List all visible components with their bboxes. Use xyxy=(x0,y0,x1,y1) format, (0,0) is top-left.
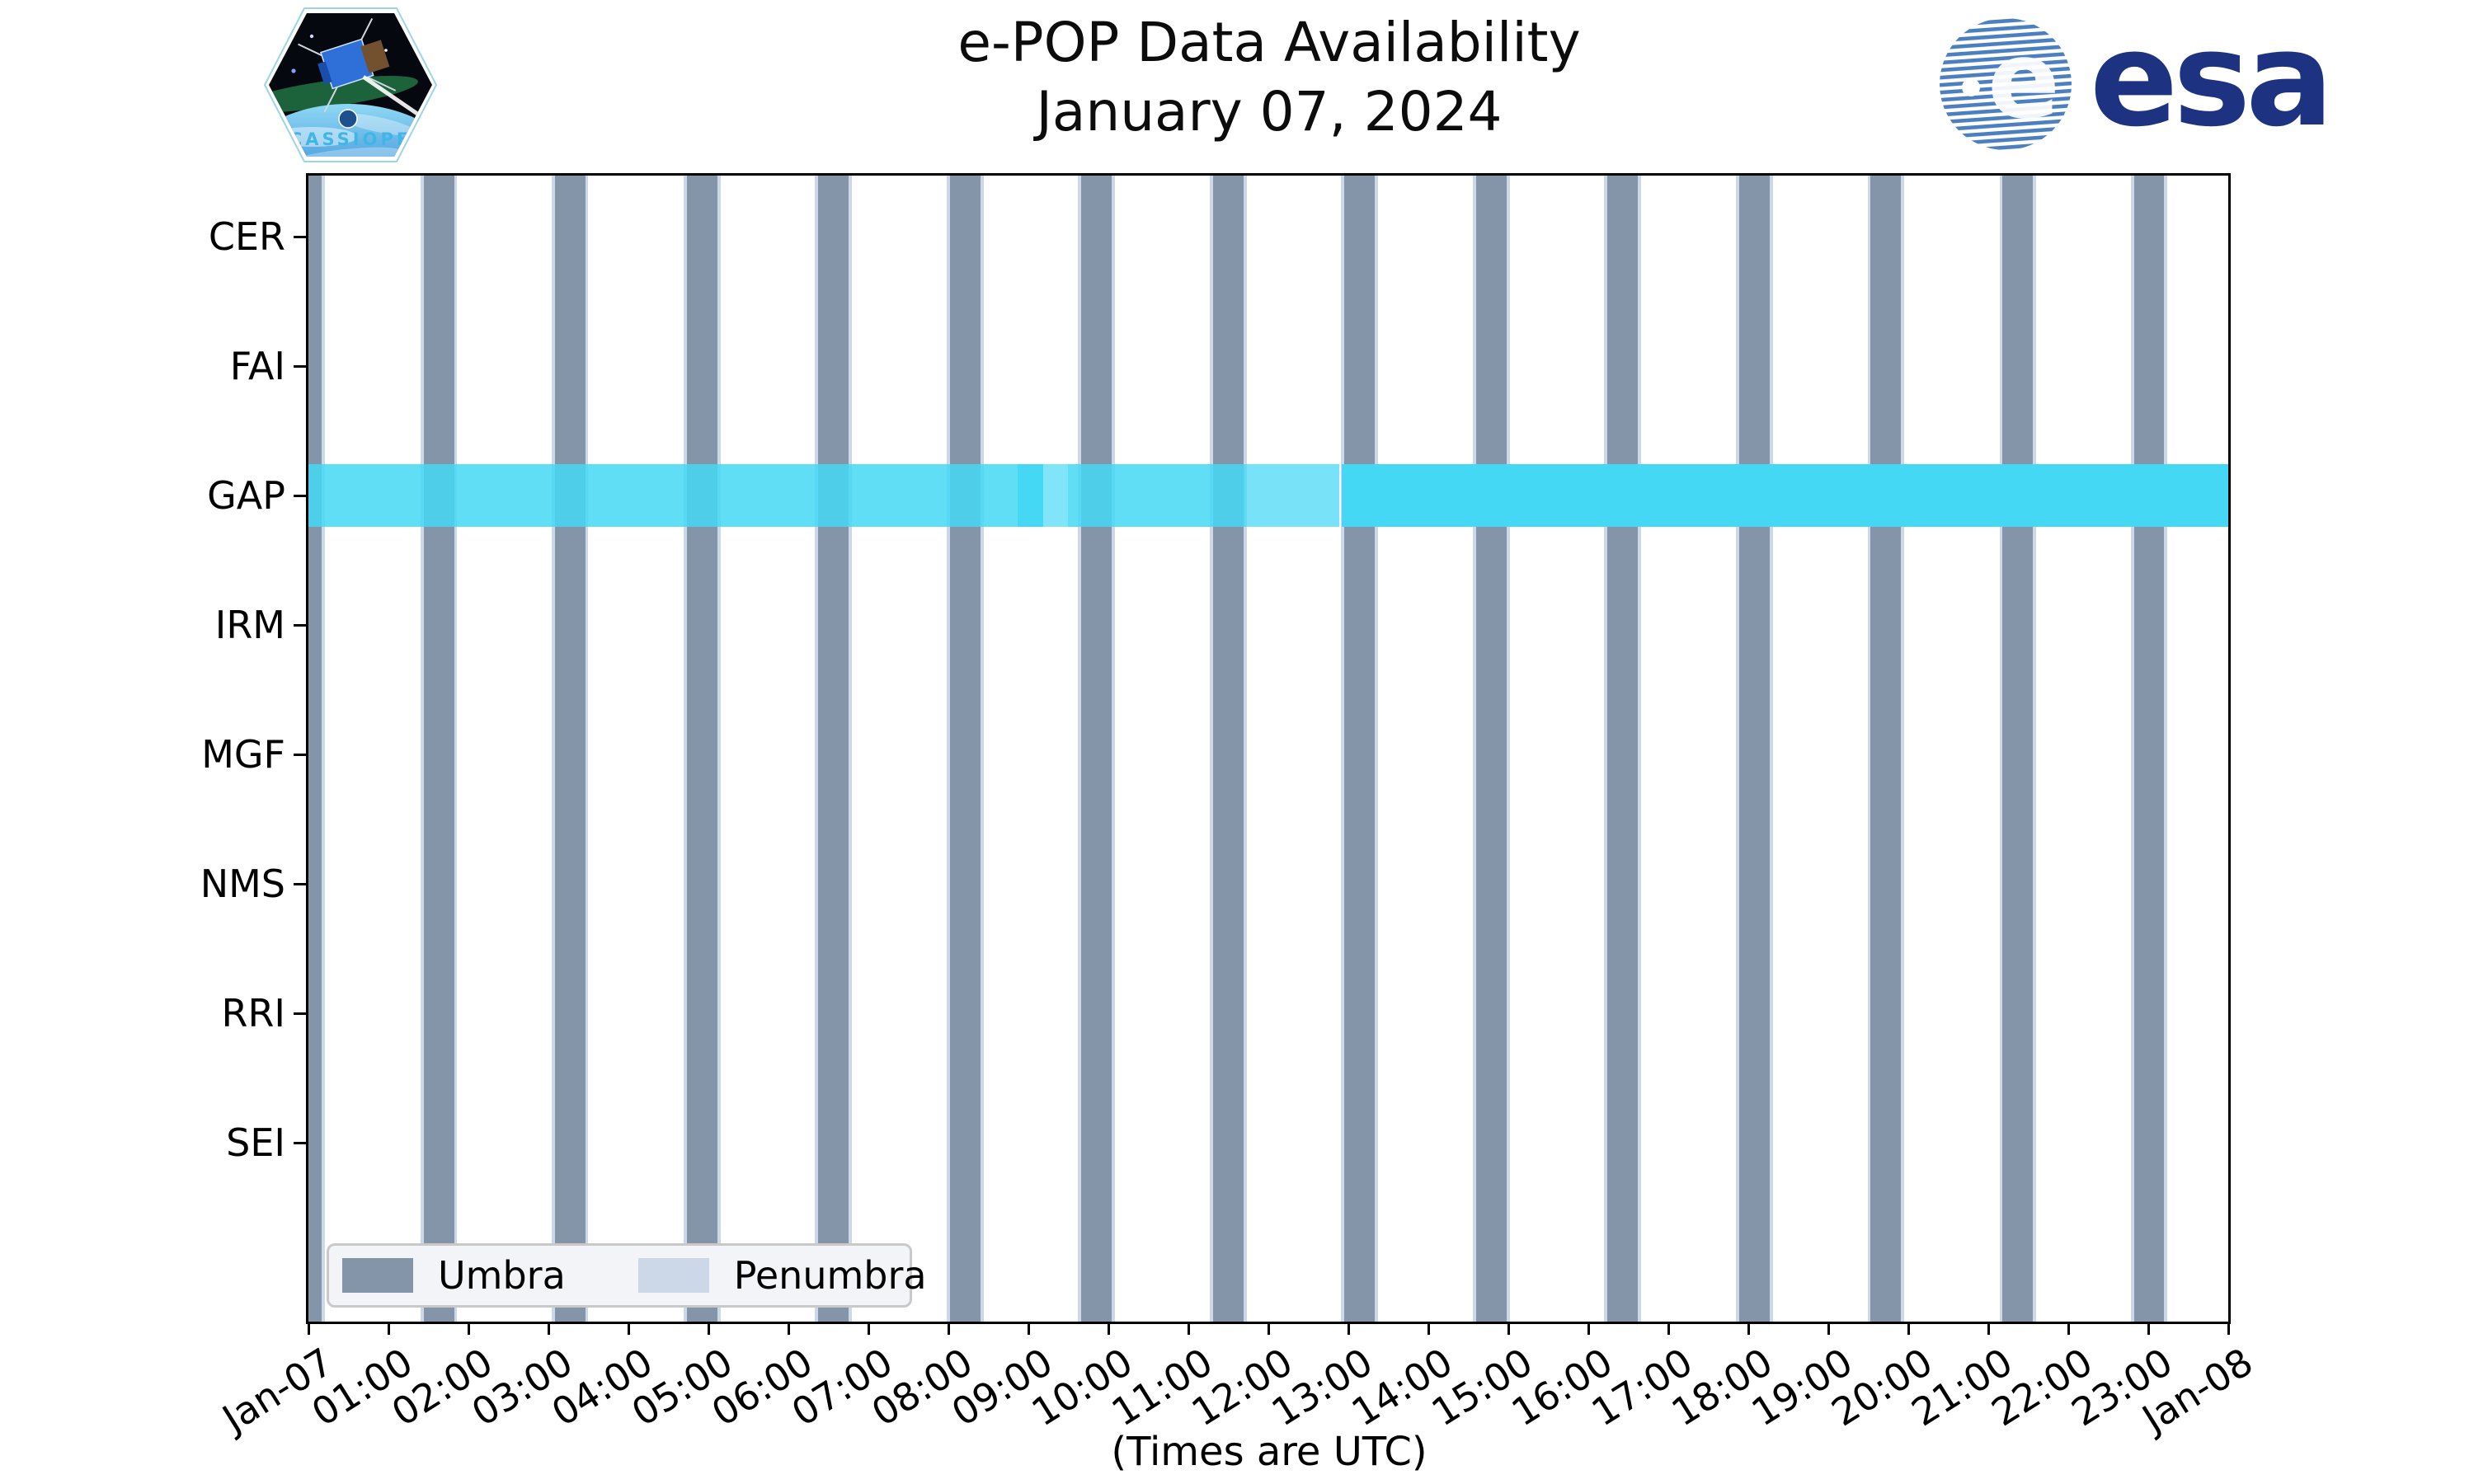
instrument-label-mgf: MGF xyxy=(201,732,285,777)
x-tick-mark xyxy=(1827,1322,1830,1335)
instrument-label-rri: RRI xyxy=(221,991,286,1036)
cassiope-patch-text: CASSIOPE xyxy=(289,129,412,149)
x-tick-mark xyxy=(388,1322,390,1335)
x-tick-mark xyxy=(868,1322,870,1335)
instrument-label-irm: IRM xyxy=(214,603,285,647)
y-tick-mark xyxy=(294,236,306,238)
x-tick-mark xyxy=(948,1322,950,1335)
chart-title: e-POP Data Availability January 07, 2024 xyxy=(307,8,2232,148)
gap-availability-segment xyxy=(1342,464,2228,527)
y-tick-mark xyxy=(294,1142,306,1144)
x-tick-mark xyxy=(1667,1322,1670,1335)
legend: Umbra Penumbra xyxy=(327,1243,927,1308)
title-line-1: e-POP Data Availability xyxy=(957,11,1581,74)
x-tick-mark xyxy=(1987,1322,1990,1335)
x-tick-mark xyxy=(1907,1322,1910,1335)
instrument-label-gap: GAP xyxy=(207,473,285,518)
gap-availability-segment xyxy=(308,464,1018,527)
x-tick-mark xyxy=(1587,1322,1590,1335)
umbra-bar xyxy=(1476,176,1507,1322)
umbra-bar xyxy=(949,176,981,1322)
x-axis-title: (Times are UTC) xyxy=(1111,1429,1427,1475)
x-tick-mark xyxy=(2067,1322,2070,1335)
legend-penumbra-swatch xyxy=(637,1258,709,1293)
y-tick-mark xyxy=(294,883,306,885)
title-line-2: January 07, 2024 xyxy=(1036,80,1503,144)
instrument-label-cer: CER xyxy=(208,214,285,259)
x-tick-mark xyxy=(1108,1322,1110,1335)
x-tick-mark xyxy=(1348,1322,1350,1335)
esa-wordmark: esa xyxy=(2090,4,2334,156)
instrument-label-sei: SEI xyxy=(226,1120,285,1165)
x-tick-mark xyxy=(1507,1322,1510,1335)
umbra-bar xyxy=(2002,176,2034,1322)
y-tick-mark xyxy=(294,495,306,497)
x-tick-mark xyxy=(788,1322,790,1335)
instrument-label-nms: NMS xyxy=(200,862,285,906)
y-tick-mark xyxy=(294,1012,306,1015)
umbra-bar xyxy=(1870,176,1902,1322)
x-tick-mark xyxy=(1188,1322,1190,1335)
umbra-bar xyxy=(308,176,322,1322)
umbra-bar xyxy=(2133,176,2165,1322)
y-tick-mark xyxy=(294,624,306,627)
gap-availability-segment xyxy=(1244,464,1340,527)
umbra-bar xyxy=(1607,176,1639,1322)
x-tick-mark xyxy=(1747,1322,1750,1335)
legend-umbra-label: Umbra xyxy=(438,1253,566,1298)
esa-logo: e esa xyxy=(1936,4,2334,156)
umbra-bar xyxy=(423,176,454,1322)
gap-availability-segment xyxy=(1018,464,1044,527)
x-tick-mark xyxy=(2227,1322,2230,1335)
x-tick-mark xyxy=(468,1322,470,1335)
umbra-bar xyxy=(1344,176,1375,1322)
agency-roundel xyxy=(338,109,358,129)
satellite xyxy=(298,17,432,124)
x-tick-mark xyxy=(308,1322,310,1335)
y-tick-mark xyxy=(294,365,306,368)
x-tick-mark xyxy=(1427,1322,1430,1335)
x-tick-mark xyxy=(2147,1322,2150,1335)
umbra-bar xyxy=(686,176,717,1322)
esa-globe-icon: e xyxy=(1940,17,2072,150)
cassiope-mission-patch: CASSIOPE xyxy=(262,5,439,168)
instrument-label-fai: FAI xyxy=(229,344,285,388)
umbra-bar xyxy=(554,176,586,1322)
umbra-bar xyxy=(1739,176,1771,1322)
gap-availability-segment xyxy=(1067,464,1245,527)
x-tick-mark xyxy=(628,1322,630,1335)
umbra-bar xyxy=(1213,176,1244,1322)
legend-umbra-swatch xyxy=(342,1258,413,1293)
gap-availability-segment xyxy=(1043,464,1068,527)
y-tick-mark xyxy=(294,754,306,756)
legend-penumbra-label: Penumbra xyxy=(733,1253,927,1298)
umbra-bar xyxy=(817,176,849,1322)
svg-text:e: e xyxy=(1987,17,2060,143)
x-tick-mark xyxy=(708,1322,710,1335)
plot-area xyxy=(306,173,2231,1324)
umbra-bar xyxy=(1081,176,1112,1322)
x-tick-mark xyxy=(1268,1322,1270,1335)
x-tick-mark xyxy=(1028,1322,1030,1335)
x-tick-mark xyxy=(548,1322,550,1335)
